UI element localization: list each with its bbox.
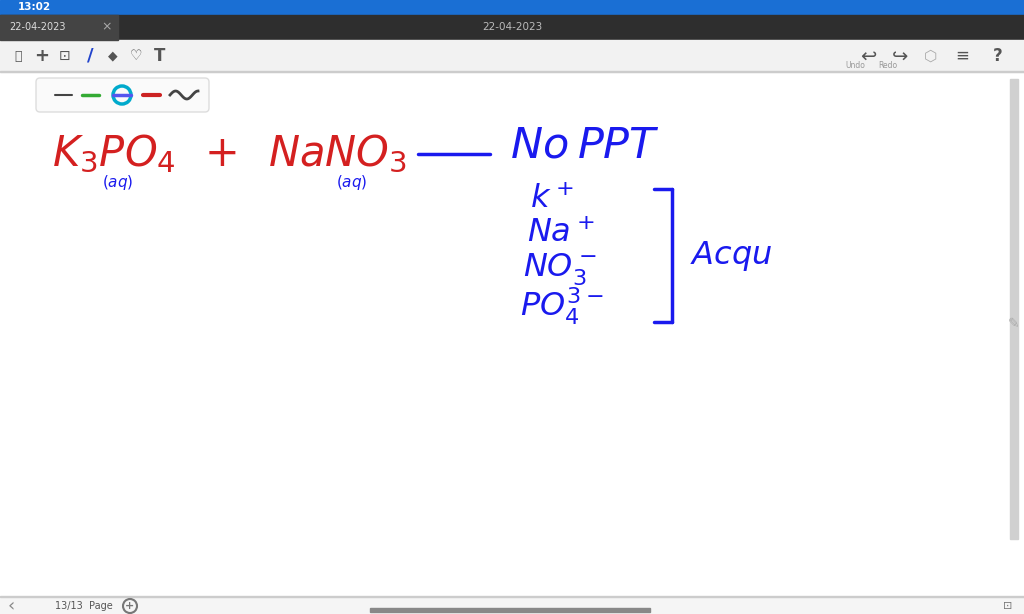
- Text: 🔲: 🔲: [14, 50, 22, 63]
- Text: $\mathit{No}$: $\mathit{No}$: [510, 125, 568, 167]
- Text: ⬡: ⬡: [925, 49, 938, 63]
- Text: $\mathit{PO_4^{3-}}$: $\mathit{PO_4^{3-}}$: [520, 285, 603, 327]
- Text: ‹: ‹: [7, 597, 14, 614]
- Text: $\mathit{K_3PO_4}$: $\mathit{K_3PO_4}$: [52, 133, 176, 175]
- Text: 22-04-2023: 22-04-2023: [482, 22, 542, 32]
- Text: $\mathit{NaNO_3}$: $\mathit{NaNO_3}$: [268, 133, 407, 175]
- Text: $\mathit{PPT}$: $\mathit{PPT}$: [577, 125, 659, 167]
- Bar: [0, 71, 1024, 72]
- Bar: [0, 40, 1024, 72]
- Text: /: /: [87, 47, 93, 65]
- Text: Undo: Undo: [845, 61, 865, 71]
- Text: ↪: ↪: [892, 47, 908, 66]
- Bar: [0, 597, 1024, 614]
- Text: $\mathit{+}$: $\mathit{+}$: [204, 133, 237, 175]
- Text: ?: ?: [993, 47, 1002, 65]
- Text: +: +: [35, 47, 49, 65]
- Text: ↩: ↩: [860, 47, 877, 66]
- Bar: [0, 0, 1024, 15]
- Text: ◆: ◆: [109, 50, 118, 63]
- Text: ♡: ♡: [130, 49, 142, 63]
- Text: ×: ×: [101, 20, 113, 34]
- Text: +: +: [125, 601, 134, 611]
- Text: $\mathit{(aq)}$: $\mathit{(aq)}$: [336, 173, 368, 192]
- Bar: [0, 596, 1024, 597]
- FancyBboxPatch shape: [36, 78, 209, 112]
- Text: 13:02: 13:02: [18, 2, 51, 12]
- Bar: [0, 15, 1024, 40]
- Text: $\mathit{Acqu}$: $\mathit{Acqu}$: [690, 239, 772, 273]
- Text: ≡: ≡: [955, 47, 969, 65]
- Text: T: T: [155, 47, 166, 65]
- Text: Redo: Redo: [879, 61, 898, 71]
- Text: $\mathit{k^+}$: $\mathit{k^+}$: [530, 184, 573, 214]
- Bar: [1010, 79, 1018, 539]
- Text: $\mathit{NO_3^-}$: $\mathit{NO_3^-}$: [523, 251, 597, 287]
- Bar: [0, 15, 118, 40]
- Bar: [370, 608, 650, 612]
- Text: $\mathit{Na^+}$: $\mathit{Na^+}$: [527, 219, 595, 249]
- Text: $\mathit{(aq)}$: $\mathit{(aq)}$: [102, 173, 134, 192]
- Text: ✎: ✎: [1009, 317, 1020, 331]
- Text: ⊡: ⊡: [1004, 601, 1013, 611]
- Text: ⊡: ⊡: [59, 49, 71, 63]
- Text: 22-04-2023: 22-04-2023: [9, 22, 66, 32]
- Text: 13/13  Page: 13/13 Page: [55, 601, 113, 611]
